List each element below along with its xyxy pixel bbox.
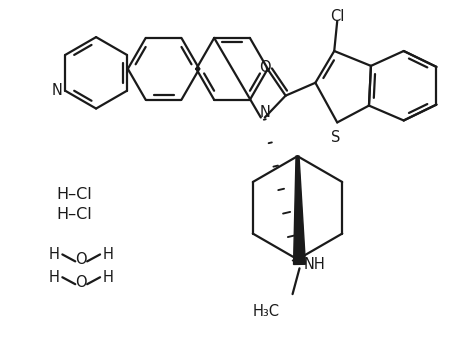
Text: H: H <box>49 270 60 285</box>
Text: S: S <box>330 130 340 145</box>
Text: H–Cl: H–Cl <box>56 207 92 222</box>
Text: NH: NH <box>303 257 325 272</box>
Text: Cl: Cl <box>330 9 345 24</box>
Text: H: H <box>102 270 113 285</box>
Text: H: H <box>102 247 113 262</box>
Text: H₃C: H₃C <box>253 305 280 319</box>
Text: H: H <box>49 247 60 262</box>
Text: O: O <box>76 252 87 267</box>
Text: H–Cl: H–Cl <box>56 188 92 202</box>
Polygon shape <box>294 156 305 265</box>
Text: O: O <box>259 60 270 75</box>
Text: O: O <box>76 275 87 290</box>
Text: N: N <box>259 105 270 120</box>
Text: N: N <box>52 83 63 98</box>
